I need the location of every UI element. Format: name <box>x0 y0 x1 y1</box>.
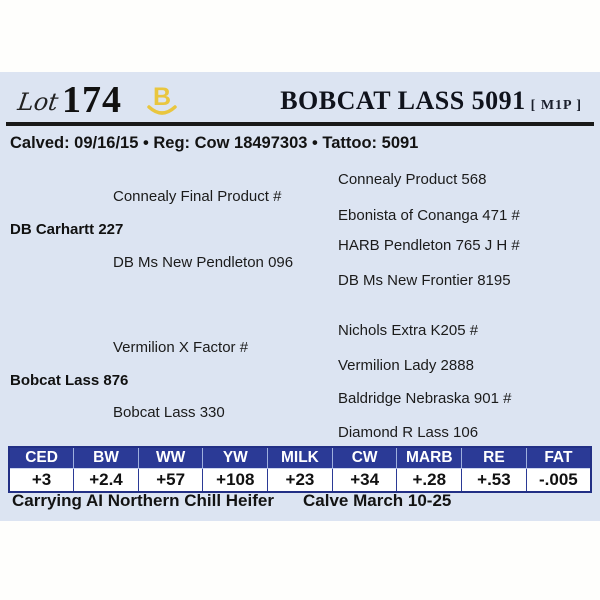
epd-value-cell: +3 <box>9 468 74 492</box>
epd-value-cell: +108 <box>202 468 268 492</box>
pedigree-ancestor: DB Ms New Frontier 8195 <box>338 272 511 289</box>
epd-value-cell: +57 <box>137 468 203 492</box>
header-divider <box>6 122 594 126</box>
pedigree-ancestor: Ebonista of Conanga 471 # <box>338 207 520 224</box>
logo-arc <box>147 105 177 115</box>
epd-value-cell: +23 <box>267 468 333 492</box>
pedigree-ancestor: Diamond R Lass 106 <box>338 424 479 441</box>
epd-col-header: FAT <box>525 447 591 469</box>
epd-value-cell: +2.4 <box>73 468 139 492</box>
pedigree-dam: Bobcat Lass 876 <box>10 372 129 389</box>
calved-reg-tattoo-line: Calved: 09/16/15 • Reg: Cow 18497303 • T… <box>10 134 419 152</box>
epd-col-header: BW <box>73 447 139 469</box>
calve-date-note: Calve March 10-25 <box>303 491 452 510</box>
pedigree-ancestor: Connealy Product 568 <box>338 171 487 188</box>
epd-value-cell: +.53 <box>461 468 527 492</box>
animal-title-group: BOBCAT LASS 5091 [ M1P ] <box>280 86 582 116</box>
epd-col-header: CED <box>9 447 74 469</box>
epd-col-header: RE <box>461 447 527 469</box>
epd-col-header: MILK <box>267 447 333 469</box>
epd-col-header: MARB <box>396 447 462 469</box>
epd-value-row: +3 +2.4 +57 +108 +23 +34 +.28 +.53 -.005 <box>9 468 591 492</box>
pedigree-ancestor: HARB Pendleton 765 J H # <box>338 237 520 254</box>
pedigree-ancestor: Nichols Extra K205 # <box>338 322 479 339</box>
breeder-logo-icon: B <box>145 82 179 125</box>
carrying-note: Carrying AI Northern Chill Heifer <box>12 491 274 510</box>
epd-value-cell: -.005 <box>525 468 591 492</box>
pedigree-dam-of-dam: Bobcat Lass 330 <box>113 404 225 421</box>
pedigree-sire-of-sire: Connealy Final Product # <box>113 188 282 205</box>
genetic-code-suffix: [ M1P ] <box>530 98 582 113</box>
lot-number: 174 <box>62 79 122 121</box>
pedigree-ancestor: Baldridge Nebraska 901 # <box>338 390 512 407</box>
epd-col-header: CW <box>331 447 397 469</box>
epd-value-cell: +34 <box>331 468 397 492</box>
animal-name: BOBCAT LASS 5091 <box>280 86 526 115</box>
pedigree-ancestor: Vermilion Lady 2888 <box>338 357 474 374</box>
pedigree-sire: DB Carhartt 227 <box>10 221 124 238</box>
epd-header-row: CED BW WW YW MILK CW MARB RE FAT <box>9 447 591 469</box>
epd-table: CED BW WW YW MILK CW MARB RE FAT +3 +2.4… <box>8 446 592 493</box>
epd-col-header: WW <box>137 447 203 469</box>
lot-label: Lot <box>16 88 60 116</box>
pedigree-sire-of-dam: Vermilion X Factor # <box>113 339 249 356</box>
epd-col-header: YW <box>202 447 268 469</box>
pedigree-dam-of-sire: DB Ms New Pendleton 096 <box>113 254 294 271</box>
lot-card: Lot 174 B BOBCAT LASS 5091 [ M1P ] Calved… <box>0 72 600 521</box>
epd-value-cell: +.28 <box>396 468 462 492</box>
logo-letter: B <box>153 83 171 111</box>
